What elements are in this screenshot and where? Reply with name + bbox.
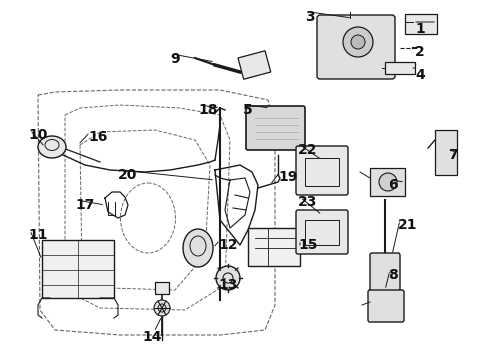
- Bar: [238, 51, 271, 79]
- Text: 12: 12: [218, 238, 238, 252]
- Circle shape: [154, 300, 170, 316]
- Bar: [405, 14, 437, 34]
- Circle shape: [216, 266, 240, 290]
- Text: 21: 21: [398, 218, 417, 232]
- Bar: [305, 158, 339, 186]
- Bar: [370, 168, 405, 196]
- Text: 18: 18: [198, 103, 218, 117]
- Bar: [385, 62, 415, 74]
- FancyBboxPatch shape: [370, 253, 400, 292]
- Bar: [248, 228, 300, 266]
- FancyBboxPatch shape: [246, 106, 305, 150]
- Text: 7: 7: [448, 148, 458, 162]
- FancyBboxPatch shape: [317, 15, 395, 79]
- Text: 10: 10: [28, 128, 48, 142]
- Circle shape: [351, 35, 365, 49]
- Text: 5: 5: [243, 103, 253, 117]
- Text: 3: 3: [305, 10, 315, 24]
- Text: 4: 4: [415, 68, 425, 82]
- Text: 22: 22: [298, 143, 318, 157]
- Bar: [42, 240, 114, 298]
- Text: 20: 20: [118, 168, 137, 182]
- Text: 6: 6: [388, 178, 397, 192]
- Bar: [305, 220, 339, 245]
- Text: 1: 1: [415, 22, 425, 36]
- Bar: [435, 130, 457, 175]
- FancyBboxPatch shape: [296, 146, 348, 195]
- Bar: [155, 282, 169, 294]
- Text: 17: 17: [75, 198, 95, 212]
- Text: 11: 11: [28, 228, 48, 242]
- FancyBboxPatch shape: [368, 290, 404, 322]
- Text: 2: 2: [415, 45, 425, 59]
- Text: 19: 19: [278, 170, 297, 184]
- Text: 14: 14: [142, 330, 162, 344]
- Circle shape: [379, 173, 397, 191]
- Ellipse shape: [183, 229, 213, 267]
- Text: 13: 13: [218, 278, 237, 292]
- FancyBboxPatch shape: [296, 210, 348, 254]
- Text: 16: 16: [88, 130, 107, 144]
- Text: 8: 8: [388, 268, 398, 282]
- Text: 9: 9: [170, 52, 180, 66]
- Text: 15: 15: [298, 238, 318, 252]
- Text: 23: 23: [298, 195, 318, 209]
- Ellipse shape: [38, 136, 66, 158]
- Circle shape: [343, 27, 373, 57]
